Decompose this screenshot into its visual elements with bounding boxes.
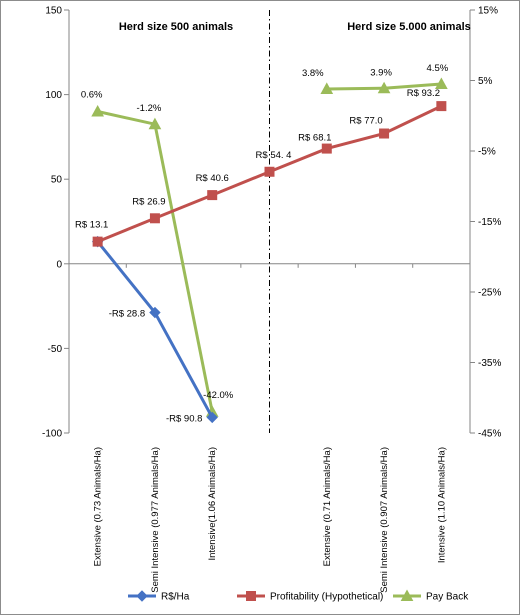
y-right-tick-label: 5% (478, 76, 493, 87)
data-point-profitability-hypothetical (207, 190, 218, 201)
legend-marker-pay-back (400, 589, 414, 601)
data-label-pay-back: -1.2% (137, 103, 162, 114)
data-label-profitability-hypothetical: R$ 77.0 (349, 116, 382, 127)
legend-label-profitability-hypothetical: Profitability (Hypothetical) (270, 592, 383, 603)
annotation-herd-5000: Herd size 5.000 animals (347, 21, 471, 33)
data-label-pay-back: 3.9% (370, 67, 392, 78)
y-left-tick-label: -100 (42, 429, 62, 440)
legend-marker-r-ha (136, 590, 148, 602)
annotation-herd-500: Herd size 500 animals (119, 21, 233, 33)
data-label-profitability-hypothetical: R$ 54. 4 (256, 150, 292, 161)
data-point-r-ha (149, 306, 161, 319)
x-category-label: Extensive (0.73 Animals/Ha) (93, 447, 104, 566)
data-point-profitability-hypothetical (149, 213, 160, 224)
data-label-profitability-hypothetical: R$ 13.1 (75, 220, 108, 231)
data-point-profitability-hypothetical (264, 166, 275, 177)
data-point-profitability-hypothetical (92, 236, 103, 247)
data-point-pay-back (148, 117, 162, 130)
y-right-tick-label: -25% (478, 288, 501, 299)
data-point-r-ha (206, 411, 218, 424)
x-category-label: Semi Intensive (0.977 Animals/Ha) (150, 447, 161, 593)
y-right-tick-label: 15% (478, 6, 498, 17)
y-left-tick-label: 150 (45, 6, 62, 17)
data-label-profitability-hypothetical: R$ 26.9 (132, 196, 165, 207)
y-right-tick-label: -15% (478, 217, 501, 228)
y-left-tick-label: -50 (48, 344, 63, 355)
x-category-label: Semi Intensive (0.907 Animals/Ha) (379, 447, 390, 593)
data-point-profitability-hypothetical (379, 128, 390, 139)
y-right-tick-label: -5% (478, 147, 496, 158)
x-category-label: Intensive (1.10 Animals/Ha) (436, 447, 447, 563)
data-label-pay-back: 3.8% (302, 68, 324, 79)
data-point-profitability-hypothetical (321, 143, 332, 154)
data-point-pay-back (320, 82, 334, 94)
legend-marker-profitability-hypothetical (246, 591, 256, 601)
data-label-r-ha: -R$ 28.8 (109, 309, 145, 320)
data-point-pay-back (91, 104, 104, 117)
legend-label-pay-back: Pay Back (426, 592, 469, 603)
data-label-pay-back: 0.6% (81, 90, 103, 101)
data-point-pay-back (435, 77, 448, 90)
x-category-label: Intensive(1.06 Animals/Ha) (207, 447, 218, 561)
y-left-tick-label: 50 (51, 175, 63, 186)
y-right-tick-label: -45% (478, 429, 501, 440)
data-label-profitability-hypothetical: R$ 93.2 (407, 88, 440, 99)
data-label-pay-back: 4.5% (427, 63, 449, 74)
data-point-profitability-hypothetical (436, 101, 447, 112)
data-label-pay-back: -42.0% (203, 390, 234, 401)
x-category-label: Extensive (0.71 Animals/Ha) (322, 447, 333, 566)
data-label-r-ha: -R$ 90.8 (166, 413, 202, 424)
data-point-pay-back (377, 81, 391, 94)
y-right-tick-label: -35% (478, 358, 501, 369)
legend-label-r-ha: R$/Ha (161, 592, 190, 603)
data-label-profitability-hypothetical: R$ 40.6 (196, 173, 229, 184)
y-left-tick-label: 0 (56, 259, 62, 270)
data-label-profitability-hypothetical: R$ 68.1 (298, 133, 331, 144)
y-left-tick-label: 100 (45, 90, 62, 101)
